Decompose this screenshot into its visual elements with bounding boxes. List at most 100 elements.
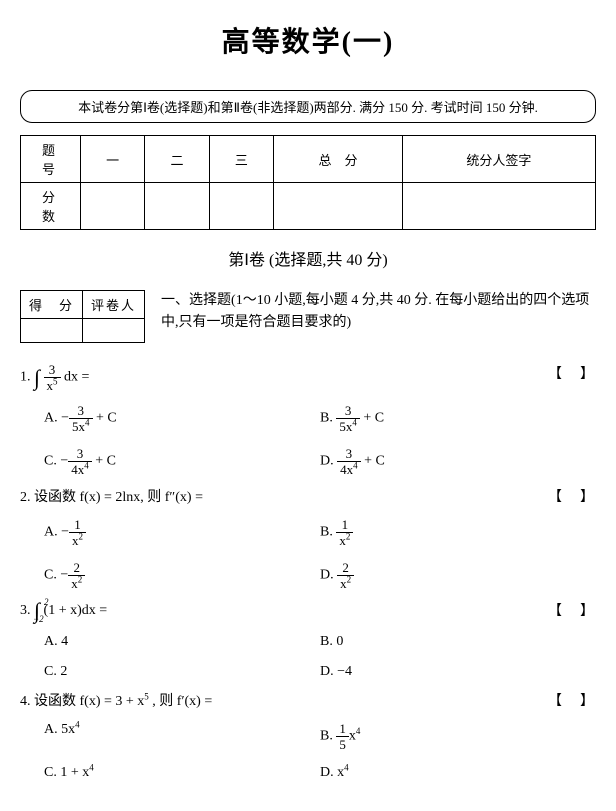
- text: (1 + x)dx =: [44, 603, 108, 618]
- fraction: 34x4: [337, 447, 361, 476]
- exponent: 4: [84, 461, 89, 471]
- text: D. x: [320, 765, 344, 780]
- table-cell: [274, 183, 403, 230]
- option-d: D. x4: [320, 765, 596, 781]
- table-row: 题 号 一 二 三 总 分 统分人签字: [21, 136, 596, 183]
- part-header: 第Ⅰ卷 (选择题,共 40 分): [20, 246, 596, 270]
- text: C. −: [44, 454, 68, 469]
- mini-cell: [83, 319, 145, 343]
- integral-sign: ∫: [34, 367, 40, 389]
- exponent: 4: [356, 726, 361, 736]
- exponent: 4: [344, 762, 349, 772]
- integral-sign: ∫ 2 −2: [34, 600, 40, 622]
- text: D.: [320, 568, 337, 583]
- answer-bracket: 【 】: [548, 600, 596, 620]
- option-a: A. 5x4: [44, 722, 320, 751]
- fraction: 3 x5: [44, 363, 61, 392]
- text: 4x: [340, 462, 353, 477]
- option-d: D. −4: [320, 664, 596, 680]
- score-table: 题 号 一 二 三 总 分 统分人签字 分 数: [20, 135, 596, 230]
- section-instruction: 一、选择题(1～10 小题,每小题 4 分,共 40 分. 在每小题给出的四个选…: [161, 290, 596, 335]
- numerator: 2: [337, 561, 354, 576]
- table-row: 分 数: [21, 183, 596, 230]
- denominator: 5: [336, 737, 349, 751]
- denominator: x2: [69, 533, 86, 547]
- option-a: A. −35x4 + C: [44, 404, 320, 433]
- text: x: [349, 729, 356, 744]
- option-b: B. 1x2: [320, 518, 596, 547]
- option-c: C. −34x4 + C: [44, 447, 320, 476]
- exponent: 4: [85, 418, 90, 428]
- option-b: B. 15x4: [320, 722, 596, 751]
- table-cell: [209, 183, 273, 230]
- denominator: 4x4: [68, 462, 92, 476]
- denominator: x2: [336, 533, 353, 547]
- numerator: 1: [69, 518, 86, 533]
- fraction: 1x2: [69, 518, 86, 547]
- table-cell: [145, 183, 209, 230]
- option-d: D. 2x2: [320, 561, 596, 590]
- options: A. 5x4 B. 15x4 C. 1 + x4 D. x4: [20, 722, 596, 781]
- text: , 则 f′(x) =: [149, 694, 212, 709]
- numerator: 1: [336, 722, 349, 737]
- text: + C: [92, 454, 116, 469]
- exponent: 4: [352, 418, 357, 428]
- exponent: 2: [78, 575, 83, 585]
- text: 1.: [20, 370, 31, 385]
- option-a: A. −1x2: [44, 518, 320, 547]
- text: 3.: [20, 603, 31, 618]
- table-cell: 总 分: [274, 136, 403, 183]
- question-3: 3. ∫ 2 −2 (1 + x)dx = 【 】 A. 4 B. 0 C. 2…: [20, 600, 596, 680]
- question-stem: 3. ∫ 2 −2 (1 + x)dx =: [20, 600, 596, 622]
- numerator: 2: [68, 561, 85, 576]
- page-title: 高等数学(一): [20, 20, 596, 60]
- text: A. 5x: [44, 722, 75, 737]
- denominator: x2: [337, 576, 354, 590]
- text: 5x: [72, 419, 85, 434]
- answer-bracket: 【 】: [548, 690, 596, 710]
- answer-bracket: 【 】: [548, 363, 596, 383]
- question-2: 2. 设函数 f(x) = 2lnx, 则 f″(x) = 【 】 A. −1x…: [20, 486, 596, 590]
- table-cell: 二: [145, 136, 209, 183]
- mini-score-table: 得 分 评卷人: [20, 290, 145, 343]
- numerator: 1: [336, 518, 353, 533]
- mini-header: 得 分: [21, 291, 83, 319]
- fraction: 2x2: [337, 561, 354, 590]
- question-4: 4. 设函数 f(x) = 3 + x 5 , 则 f′(x) = 【 】 A. …: [20, 690, 596, 781]
- text: C. −: [44, 568, 68, 583]
- option-b: B. 0: [320, 634, 596, 650]
- exponent: 4: [89, 762, 94, 772]
- text: 一、选择题(1～10 小题,每小题 4 分,共 40 分. 在每小题给出的四个选…: [161, 293, 589, 308]
- exponent: 4: [75, 719, 80, 729]
- options: A. −1x2 B. 1x2 C. −2x2 D. 2x2: [20, 518, 596, 590]
- options: A. 4 B. 0 C. 2 D. −4: [20, 634, 596, 680]
- row-label: 分 数: [21, 183, 81, 230]
- fraction: 35x4: [69, 404, 93, 433]
- question-stem: 1. ∫ 3 x5 dx =: [20, 363, 596, 392]
- fraction: 2x2: [68, 561, 85, 590]
- option-a: A. 4: [44, 634, 320, 650]
- text: + C: [360, 411, 384, 426]
- denominator: x2: [68, 576, 85, 590]
- instruction-box: 本试卷分第Ⅰ卷(选择题)和第Ⅱ卷(非选择题)两部分. 满分 150 分. 考试时…: [20, 90, 596, 123]
- denominator: 5x4: [336, 419, 360, 433]
- fraction: 34x4: [68, 447, 92, 476]
- text: dx =: [64, 370, 89, 385]
- mini-header: 评卷人: [83, 291, 145, 319]
- text: 4. 设函数 f(x) = 3 + x: [20, 694, 144, 709]
- numerator: 3: [44, 363, 61, 378]
- limit-lower: −2: [33, 615, 44, 624]
- text: A. −: [44, 411, 69, 426]
- text: + C: [93, 411, 117, 426]
- question-stem: 2. 设函数 f(x) = 2lnx, 则 f″(x) =: [20, 486, 596, 506]
- table-cell: 一: [81, 136, 145, 183]
- text: D.: [320, 454, 337, 469]
- text: B.: [320, 411, 336, 426]
- option-c: C. 1 + x4: [44, 765, 320, 781]
- fraction: 1x2: [336, 518, 353, 547]
- options: A. −35x4 + C B. 35x4 + C C. −34x4 + C D.…: [20, 404, 596, 476]
- question-1: 1. ∫ 3 x5 dx = 【 】 A. −35x4 + C B. 35x4 …: [20, 363, 596, 476]
- fraction: 15: [336, 722, 349, 751]
- exponent: 4: [353, 461, 358, 471]
- fraction: 35x4: [336, 404, 360, 433]
